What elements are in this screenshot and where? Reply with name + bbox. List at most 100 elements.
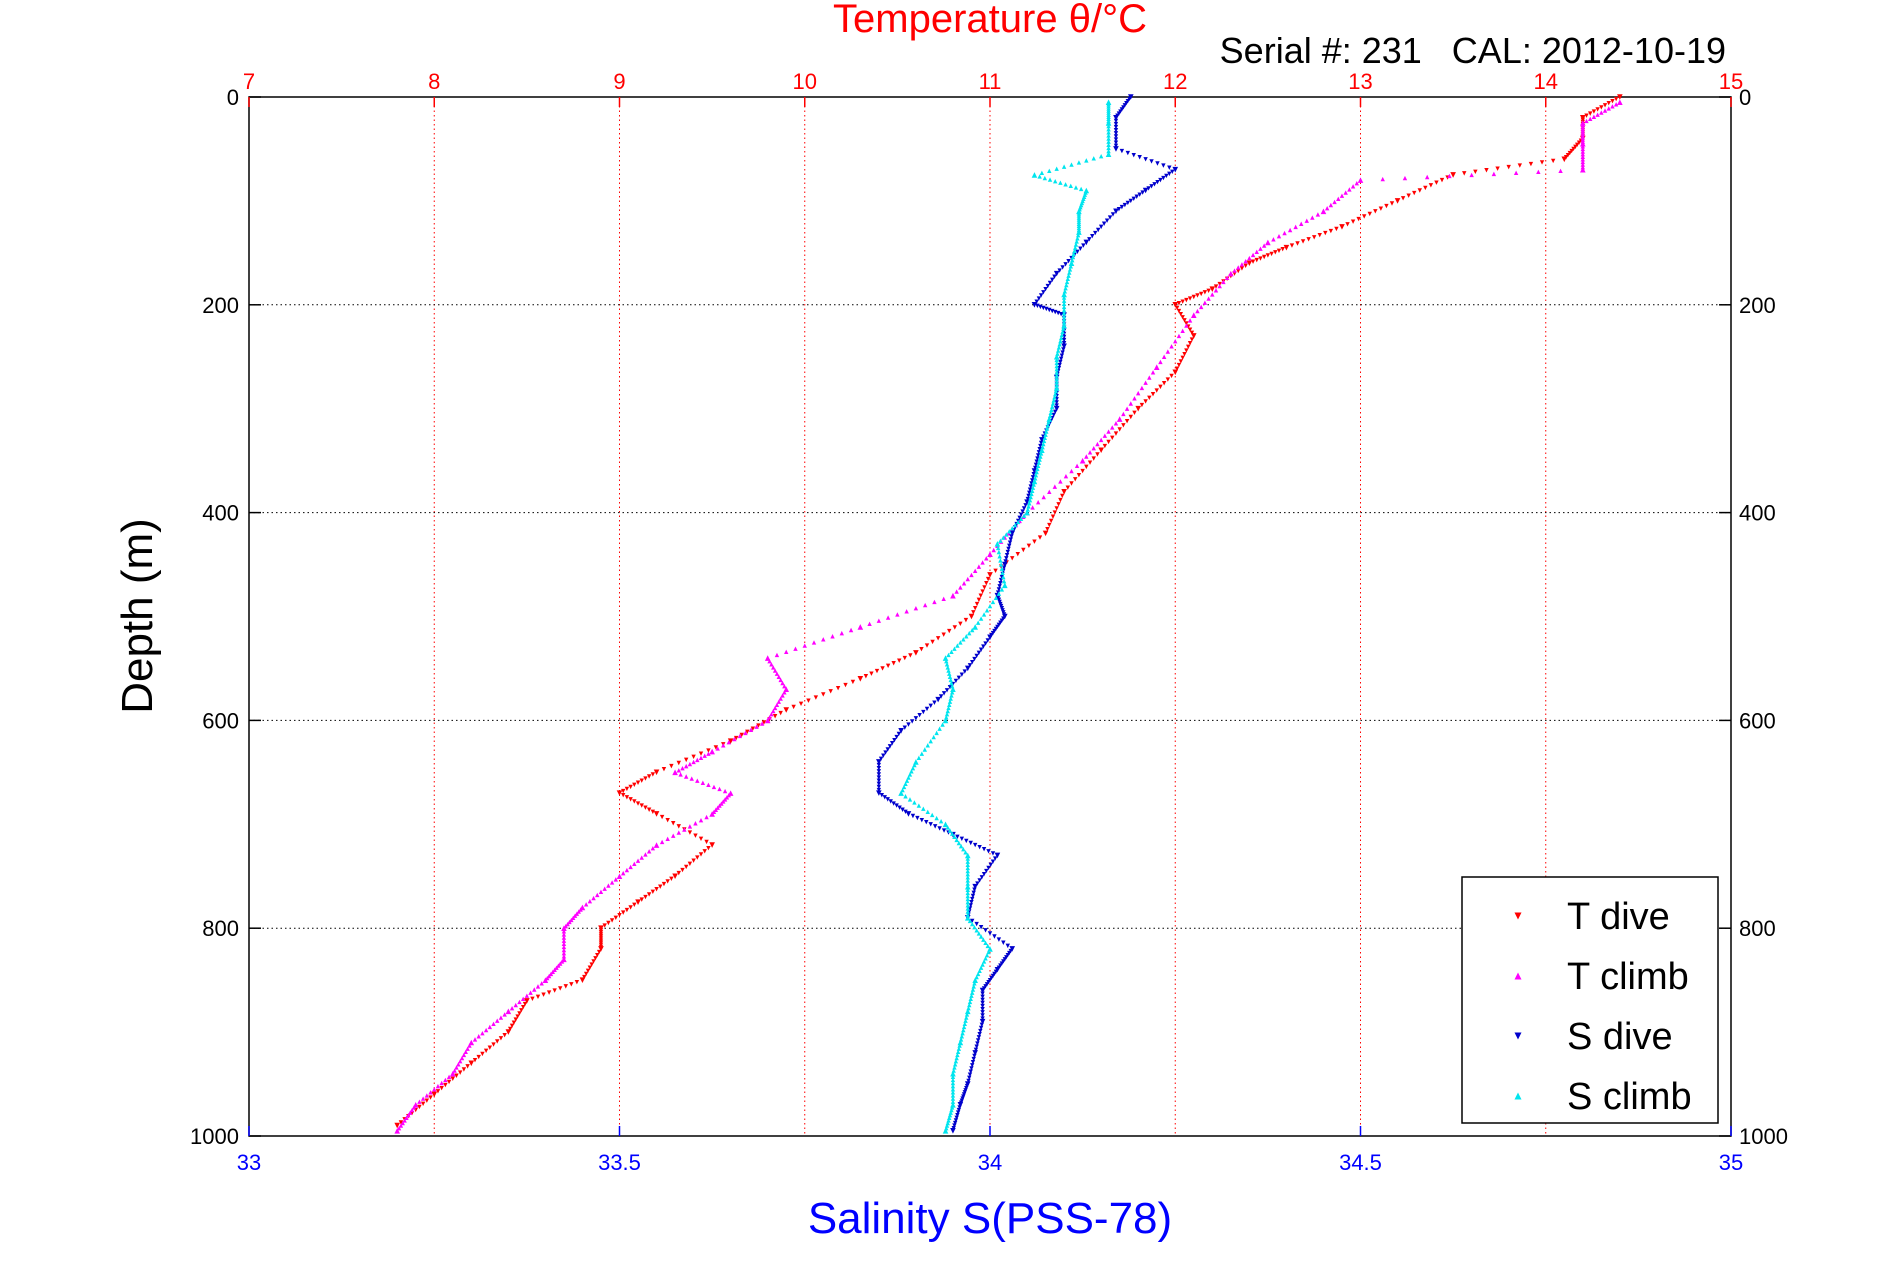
data-point [653, 811, 660, 817]
data-point [1182, 318, 1187, 323]
data-point [480, 1030, 485, 1036]
data-point [1001, 574, 1006, 580]
data-point [955, 1113, 960, 1118]
data-point [463, 1049, 468, 1055]
data-point [983, 940, 988, 945]
data-point [487, 1045, 493, 1050]
data-point [1046, 416, 1053, 422]
data-point [1153, 364, 1160, 370]
data-point [1038, 454, 1043, 459]
data-point [952, 1065, 957, 1070]
data-point [1606, 101, 1611, 106]
data-point [1602, 103, 1608, 108]
data-point [1050, 514, 1056, 519]
data-point [1155, 161, 1160, 166]
data-point [990, 851, 996, 856]
data-point [1343, 190, 1348, 195]
data-point [459, 1055, 465, 1061]
data-point [1400, 196, 1406, 201]
data-point [1265, 239, 1271, 246]
data-point [946, 1118, 951, 1123]
data-point [687, 761, 693, 767]
data-point [798, 701, 804, 706]
data-point [1304, 218, 1309, 223]
data-point [695, 778, 700, 783]
data-point [1004, 552, 1010, 558]
data-point [995, 590, 1001, 595]
data-point [969, 1066, 974, 1071]
data-point [965, 859, 970, 864]
data-point [1058, 180, 1063, 185]
data-point [587, 965, 593, 970]
data-point [944, 1123, 950, 1128]
data-point [811, 640, 817, 645]
x-top-tick-label: 12 [1163, 69, 1187, 94]
data-point [902, 725, 907, 730]
data-point [1128, 198, 1133, 204]
x-bottom-tick-label: 33 [237, 1150, 261, 1175]
data-point [1061, 307, 1067, 313]
data-point [774, 702, 780, 708]
data-point [1139, 402, 1145, 408]
data-point [535, 984, 541, 989]
data-point [971, 984, 976, 989]
data-point [1402, 175, 1408, 181]
data-point [1041, 290, 1046, 295]
data-point [966, 1078, 971, 1084]
data-point [1320, 208, 1327, 215]
data-point [407, 1110, 413, 1115]
data-point [949, 1107, 954, 1113]
data-point [457, 1058, 463, 1064]
data-point [802, 643, 807, 648]
data-point [1176, 308, 1182, 314]
y-tick-label-right: 600 [1739, 708, 1776, 733]
data-point [965, 875, 970, 880]
data-point [950, 1090, 956, 1095]
data-point [1491, 171, 1497, 177]
data-point [1310, 215, 1315, 220]
data-point [976, 931, 982, 936]
legend: T dive T climb S dive S climb [1461, 876, 1719, 1124]
data-point [850, 679, 856, 685]
data-point [683, 774, 689, 779]
data-point [992, 856, 998, 861]
data-point [1356, 216, 1361, 222]
data-point [609, 880, 615, 885]
data-point [1394, 198, 1401, 204]
data-point [639, 803, 644, 808]
data-point [724, 795, 730, 800]
data-point [970, 660, 975, 665]
data-point [967, 663, 973, 668]
data-point [885, 615, 891, 620]
data-point [892, 737, 897, 743]
data-point [1143, 399, 1148, 404]
data-point [994, 852, 1001, 859]
data-point [1028, 484, 1033, 489]
data-point [778, 677, 783, 683]
legend-label: S climb [1567, 1076, 1692, 1118]
data-point [904, 778, 910, 783]
data-point [967, 1002, 972, 1008]
data-point [676, 870, 681, 876]
data-point [454, 1065, 459, 1070]
data-point [1599, 110, 1604, 115]
data-point [876, 787, 882, 793]
data-point [957, 1043, 962, 1048]
data-point [1037, 535, 1043, 540]
data-point [1110, 425, 1115, 430]
data-point [1107, 215, 1113, 220]
data-point [706, 751, 711, 756]
data-point [524, 998, 530, 1004]
data-point [1052, 484, 1058, 489]
data-point [1113, 431, 1119, 436]
data-point [616, 790, 623, 796]
data-point [1469, 172, 1474, 178]
data-point [984, 581, 989, 586]
data-point [953, 1118, 959, 1123]
data-point [561, 944, 567, 950]
data-point [1048, 518, 1054, 524]
data-point [706, 748, 711, 753]
data-point [894, 803, 899, 808]
data-point [616, 873, 623, 880]
data-point [727, 738, 734, 744]
